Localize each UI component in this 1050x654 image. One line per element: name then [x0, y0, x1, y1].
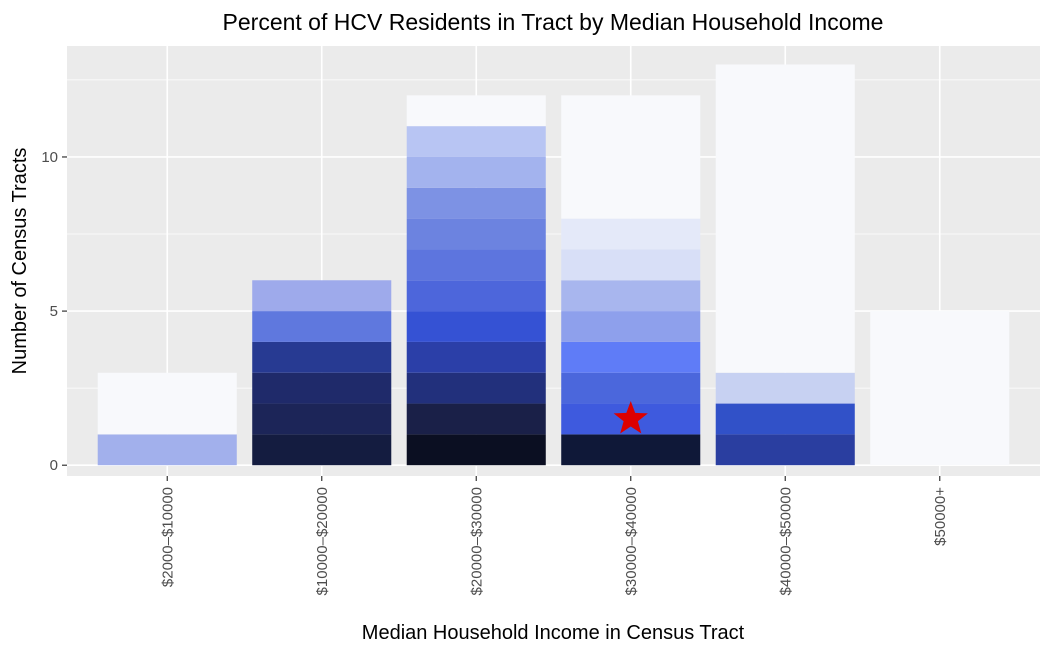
y-tick-label: 0 [50, 457, 58, 474]
bar-segment [406, 187, 546, 219]
x-tick-label: $20000–$30000 [468, 487, 485, 595]
bar-segment [406, 280, 546, 312]
annotations [613, 400, 648, 434]
y-tick-label: 5 [50, 303, 58, 320]
bar-segment [406, 218, 546, 250]
bar-segment [561, 280, 701, 312]
y-axis: 0 5 10 [41, 149, 67, 474]
bar-segment [561, 311, 701, 342]
bar-segment [406, 249, 546, 281]
bar-segment [252, 372, 392, 404]
y-axis-title: Number of Census Tracts [9, 148, 31, 375]
bar-segment [406, 403, 546, 435]
bar-segment [406, 434, 546, 466]
x-tick-label: $40000–$50000 [777, 487, 794, 595]
x-axis-title: Median Household Income in Census Tract [362, 622, 745, 644]
bar-segment [406, 311, 546, 342]
bar-segment [715, 372, 855, 404]
bar-segment [561, 341, 701, 373]
bar-segment [252, 341, 392, 373]
x-tick-label: $2000–$10000 [159, 487, 176, 587]
bar-segment [561, 434, 701, 466]
chart-title: Percent of HCV Residents in Tract by Med… [223, 9, 884, 35]
bar-segment [561, 372, 701, 404]
bar-segment [252, 280, 392, 312]
bar-segment [870, 311, 1010, 466]
x-tick-label: $10000–$20000 [314, 487, 331, 595]
x-axis: $2000–$10000 $10000–$20000 $20000–$30000 $3… [159, 476, 949, 595]
bar-segment [406, 95, 546, 127]
bar-segment [97, 372, 237, 435]
bar-segment [561, 95, 701, 219]
bar-segment [406, 156, 546, 188]
x-tick-label: $30000–$40000 [623, 487, 640, 595]
bar-segment [406, 341, 546, 373]
star-marker [613, 400, 648, 434]
bar-segment [252, 434, 392, 466]
bar-segment [252, 403, 392, 435]
bar-segment [252, 311, 392, 342]
bar-segment [715, 434, 855, 466]
bar-segment [406, 372, 546, 404]
x-tick-label: $50000+ [932, 487, 949, 546]
bar-segment [97, 434, 237, 466]
bar-segment [561, 218, 701, 250]
bar-segment [715, 64, 855, 373]
bar-segment [715, 403, 855, 435]
bars [97, 64, 1010, 466]
bar-segment [561, 249, 701, 281]
bar-segment [406, 126, 546, 157]
y-tick-label: 10 [41, 149, 58, 166]
